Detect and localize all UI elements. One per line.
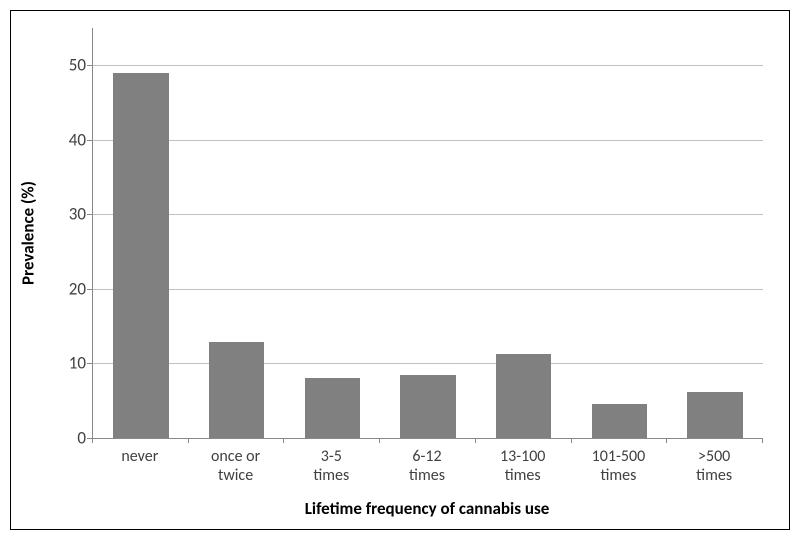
y-tick-label: 10 xyxy=(46,353,86,374)
x-tick-label: >500times xyxy=(666,448,762,486)
y-tick-label: 20 xyxy=(46,278,86,299)
x-tick-mark xyxy=(666,438,667,443)
gridline xyxy=(93,363,763,364)
x-tick-mark xyxy=(283,438,284,443)
y-tick-label: 50 xyxy=(46,55,86,76)
bar xyxy=(592,404,648,438)
x-tick-mark xyxy=(92,438,93,443)
y-tick-label: 30 xyxy=(46,204,86,225)
y-tick-label: 0 xyxy=(46,428,86,449)
gridline xyxy=(93,214,763,215)
x-tick-label: never xyxy=(92,448,188,467)
x-tick-mark xyxy=(188,438,189,443)
x-tick-label: 101-500times xyxy=(571,448,667,486)
x-axis-label: Lifetime frequency of cannabis use xyxy=(92,498,762,519)
bar xyxy=(400,375,456,438)
y-axis-label: Prevalence (%) xyxy=(18,181,39,285)
bar xyxy=(305,378,361,438)
bar xyxy=(209,342,265,438)
x-tick-mark xyxy=(762,438,763,443)
x-tick-label: 3-5times xyxy=(283,448,379,486)
y-tick-mark xyxy=(87,214,92,215)
y-tick-mark xyxy=(87,140,92,141)
y-tick-mark xyxy=(87,289,92,290)
gridline xyxy=(93,289,763,290)
bar xyxy=(687,392,743,438)
y-tick-mark xyxy=(87,65,92,66)
gridline xyxy=(93,65,763,66)
bar xyxy=(496,354,552,438)
plot-area xyxy=(92,28,763,439)
gridline xyxy=(93,140,763,141)
y-tick-label: 40 xyxy=(46,129,86,150)
x-tick-mark xyxy=(475,438,476,443)
y-tick-mark xyxy=(87,363,92,364)
bar xyxy=(113,73,169,438)
chart-container: Prevalence (%) Lifetime frequency of can… xyxy=(0,0,800,540)
x-tick-label: once ortwice xyxy=(188,448,284,486)
x-tick-label: 13-100times xyxy=(475,448,571,486)
x-tick-mark xyxy=(571,438,572,443)
x-tick-label: 6-12times xyxy=(379,448,475,486)
x-tick-mark xyxy=(379,438,380,443)
